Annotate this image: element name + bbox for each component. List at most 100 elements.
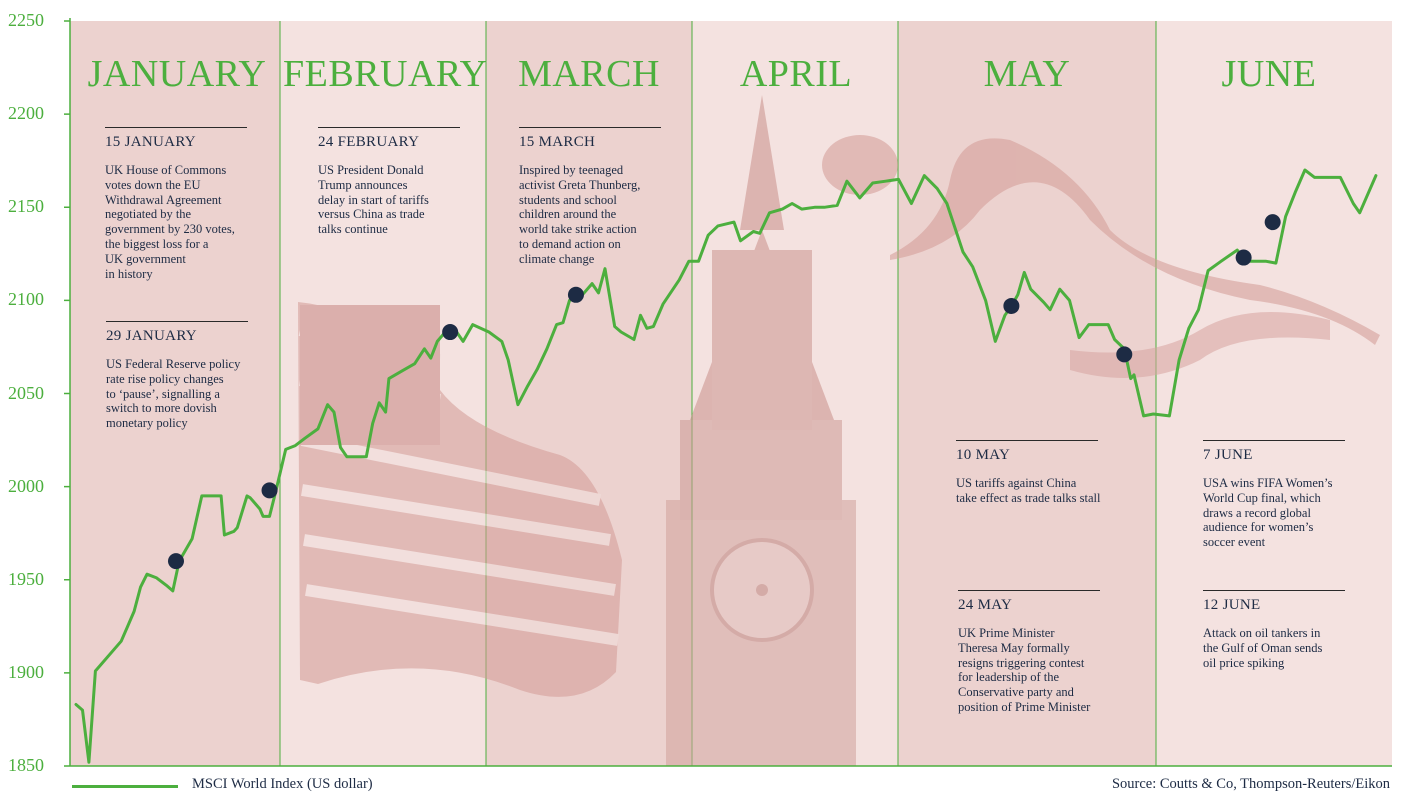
- event-text-line: versus China as trade: [318, 207, 425, 222]
- event-marker: [1116, 346, 1133, 363]
- source-note: Source: Coutts & Co, Thompson-Reuters/Ei…: [1111, 776, 1390, 792]
- event-text-line: the Gulf of Oman sends: [1203, 640, 1323, 655]
- legend-swatch: [72, 785, 178, 788]
- event-markers: [167, 214, 1281, 570]
- event-text-line: US President Donald: [318, 163, 424, 177]
- month-title-march: MARCH: [518, 53, 660, 95]
- month-title-may: MAY: [983, 53, 1071, 95]
- y-tick-label: 2250: [8, 10, 44, 30]
- event-marker: [567, 286, 584, 303]
- event-rule: [105, 127, 247, 128]
- event-text-line: soccer event: [1203, 535, 1266, 550]
- event-text-line: UK Prime Minister: [958, 626, 1055, 640]
- event-annotation: 10 MAY US tariffs against China take eff…: [956, 440, 1126, 506]
- event-text: USA wins FIFA Women’s World Cup final, w…: [1203, 476, 1348, 550]
- event-text-line: take effect as trade talks stall: [956, 490, 1101, 505]
- series-line-msci-world: [74, 168, 1378, 764]
- us-flag-illustration: [298, 302, 622, 697]
- event-text-line: the biggest loss for a: [105, 236, 209, 251]
- event-text-line: talks continue: [318, 222, 388, 237]
- y-tick-label: 2050: [8, 382, 44, 403]
- event-text-line: Theresa May formally: [958, 640, 1070, 655]
- event-marker: [442, 324, 459, 341]
- event-marker: [261, 482, 278, 499]
- month-title-february: FEBRUARY: [283, 53, 488, 95]
- event-marker: [1264, 214, 1281, 231]
- event-marker: [1235, 249, 1252, 266]
- event-text: US Federal Reserve policy rate rise poli…: [106, 357, 251, 431]
- event-annotation: 24 MAY UK Prime Minister Theresa May for…: [958, 590, 1118, 715]
- event-rule: [106, 321, 248, 322]
- event-date: 7 JUNE: [1203, 447, 1253, 463]
- big-ben-illustration: [666, 95, 856, 766]
- month-title-april: APRIL: [739, 53, 853, 95]
- month-title-june: JUNE: [1221, 53, 1317, 95]
- legend-label: MSCI World Index (US dollar): [192, 776, 373, 792]
- event-text-line: students and school: [519, 192, 617, 207]
- event-text-line: US Federal Reserve policy: [106, 357, 241, 371]
- event-text-line: Withdrawal Agreement: [105, 192, 222, 207]
- event-date: 29 JANUARY: [106, 328, 197, 344]
- event-text-line: draws a record global: [1203, 505, 1311, 520]
- event-rule: [956, 440, 1098, 441]
- y-tick-label: 1850: [8, 755, 44, 775]
- event-text: US President Donald Trump announces dela…: [318, 163, 463, 237]
- series-layer: [74, 168, 1378, 764]
- event-text: UK Prime Minister Theresa May formally r…: [958, 626, 1118, 715]
- event-rule: [318, 127, 460, 128]
- event-marker: [1003, 297, 1020, 314]
- goalkeeper-illustration: [822, 135, 1380, 378]
- month-title-january: JANUARY: [87, 53, 267, 95]
- y-tick-label: 2100: [8, 289, 44, 310]
- event-marker: [167, 553, 184, 570]
- event-date: 15 JANUARY: [105, 134, 196, 150]
- event-date: 12 JUNE: [1203, 597, 1261, 613]
- event-text-line: world take strike action: [519, 222, 637, 237]
- event-rule: [958, 590, 1100, 591]
- event-text-line: to ‘pause’, signalling a: [106, 386, 220, 401]
- event-text-line: for leadership of the: [958, 670, 1060, 685]
- y-tick-label: 2200: [8, 103, 44, 124]
- event-text-line: children around the: [519, 207, 617, 222]
- event-rule: [1203, 590, 1345, 591]
- event-annotation: 15 JANUARY UK House of Commons votes dow…: [105, 127, 250, 281]
- event-text: Inspired by teenaged activist Greta Thun…: [519, 163, 664, 267]
- event-text-line: votes down the EU: [105, 177, 201, 192]
- event-text: US tariffs against China take effect as …: [956, 476, 1126, 506]
- event-text-line: resigns triggering contest: [958, 655, 1085, 670]
- event-text-line: switch to more dovish: [106, 401, 217, 416]
- background-illustrations: [298, 95, 1380, 766]
- event-text-line: USA wins FIFA Women’s: [1203, 476, 1333, 490]
- month-band: [70, 21, 280, 766]
- event-text-line: rate rise policy changes: [106, 371, 224, 386]
- y-tick-label: 2150: [8, 196, 44, 217]
- event-text-line: Trump announces: [318, 177, 408, 192]
- event-text-line: activist Greta Thunberg,: [519, 177, 641, 192]
- event-text-line: position of Prime Minister: [958, 699, 1091, 714]
- y-tick-label: 2000: [8, 475, 44, 496]
- event-text-line: audience for women’s: [1203, 520, 1314, 535]
- event-text-line: government by 230 votes,: [105, 222, 235, 237]
- y-tick-label: 1900: [8, 661, 44, 682]
- axes: [64, 18, 1392, 767]
- event-annotation: 29 JANUARY US Federal Reserve policy rat…: [106, 321, 251, 431]
- event-text: UK House of Commons votes down the EU Wi…: [105, 163, 250, 281]
- event-text: Attack on oil tankers in the Gulf of Oma…: [1203, 626, 1348, 670]
- event-text-line: Conservative party and: [958, 685, 1074, 700]
- event-date: 24 MAY: [958, 597, 1013, 613]
- event-text-line: negotiated by the: [105, 207, 192, 222]
- event-text-line: climate change: [519, 251, 595, 266]
- event-rule: [519, 127, 661, 128]
- y-tick-label: 1950: [8, 568, 44, 589]
- event-text-line: Inspired by teenaged: [519, 163, 624, 177]
- event-date: 24 FEBRUARY: [318, 134, 420, 150]
- event-text-line: Attack on oil tankers in: [1203, 626, 1321, 640]
- event-text-line: to demand action on: [519, 236, 621, 251]
- event-annotation: 15 MARCH Inspired by teenaged activist G…: [519, 127, 664, 267]
- event-text-line: UK government: [105, 251, 186, 266]
- event-text-line: UK House of Commons: [105, 163, 227, 177]
- event-text-line: oil price spiking: [1203, 655, 1285, 670]
- event-annotation: 24 FEBRUARY US President Donald Trump an…: [318, 127, 463, 237]
